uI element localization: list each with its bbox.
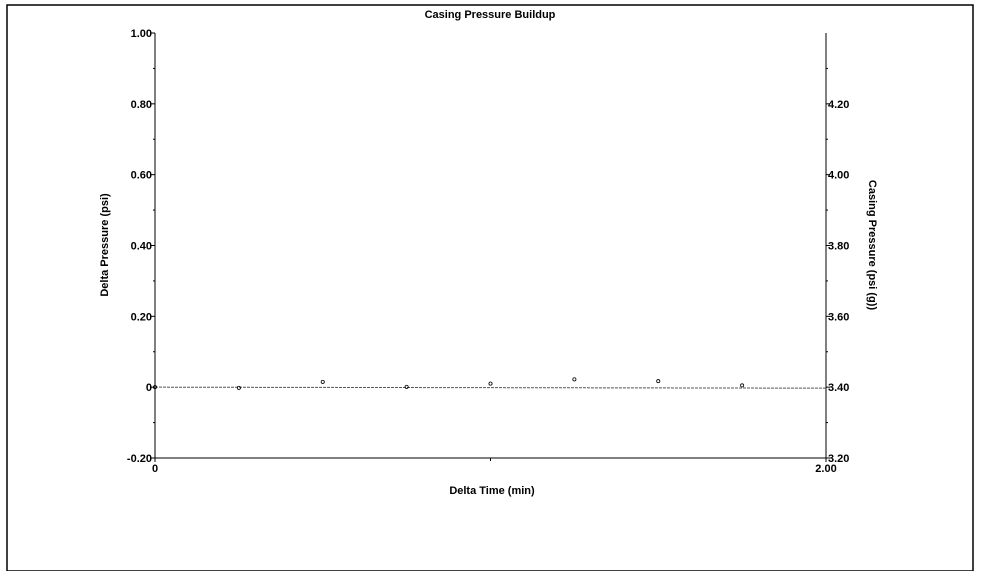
data-point [404, 384, 409, 389]
right-y-ticks: 3.20 3.40 3.60 3.80 4.00 4.20 [826, 67, 849, 465]
chart-title: Casing Pressure Buildup [425, 9, 556, 21]
x-ticks: 0 2.00 [152, 458, 837, 475]
data-point [572, 377, 577, 382]
data-point [488, 381, 493, 386]
left-y-tick-label: -0.20 [127, 453, 152, 465]
right-y-tick-label: 3.20 [828, 453, 849, 465]
left-y-tick-label: 0.40 [131, 241, 152, 253]
zero-reference-line [154, 386, 827, 389]
right-y-tick-label: 4.20 [828, 99, 849, 111]
left-y-tick-label: 1.00 [131, 28, 152, 40]
data-point [152, 385, 157, 390]
x-tick-label: 2.00 [815, 463, 836, 475]
data-point [740, 383, 745, 388]
data-point [320, 379, 325, 384]
y2-axis-label: Casing Pressure (psi (g)) [866, 180, 878, 311]
x-axis-label: Delta Time (min) [449, 485, 535, 497]
data-point [656, 379, 661, 384]
left-y-tick-label: 0.60 [131, 170, 152, 182]
right-y-tick-label: 3.60 [828, 311, 849, 323]
y-axis-label: Delta Pressure (psi) [99, 193, 111, 297]
left-y-ticks: -0.20 0 0.20 0.40 0.60 0.80 1.00 [127, 28, 155, 465]
left-y-tick-label: 0.20 [131, 311, 152, 323]
right-y-tick-label: 3.80 [828, 241, 849, 253]
right-y-tick-label: 4.00 [828, 170, 849, 182]
right-y-tick-label: 3.40 [828, 382, 849, 394]
data-point [236, 385, 241, 390]
data-points [152, 377, 745, 390]
x-tick-label: 0 [152, 463, 158, 475]
left-y-tick-label: 0 [146, 382, 152, 394]
left-y-tick-label: 0.80 [131, 99, 152, 111]
